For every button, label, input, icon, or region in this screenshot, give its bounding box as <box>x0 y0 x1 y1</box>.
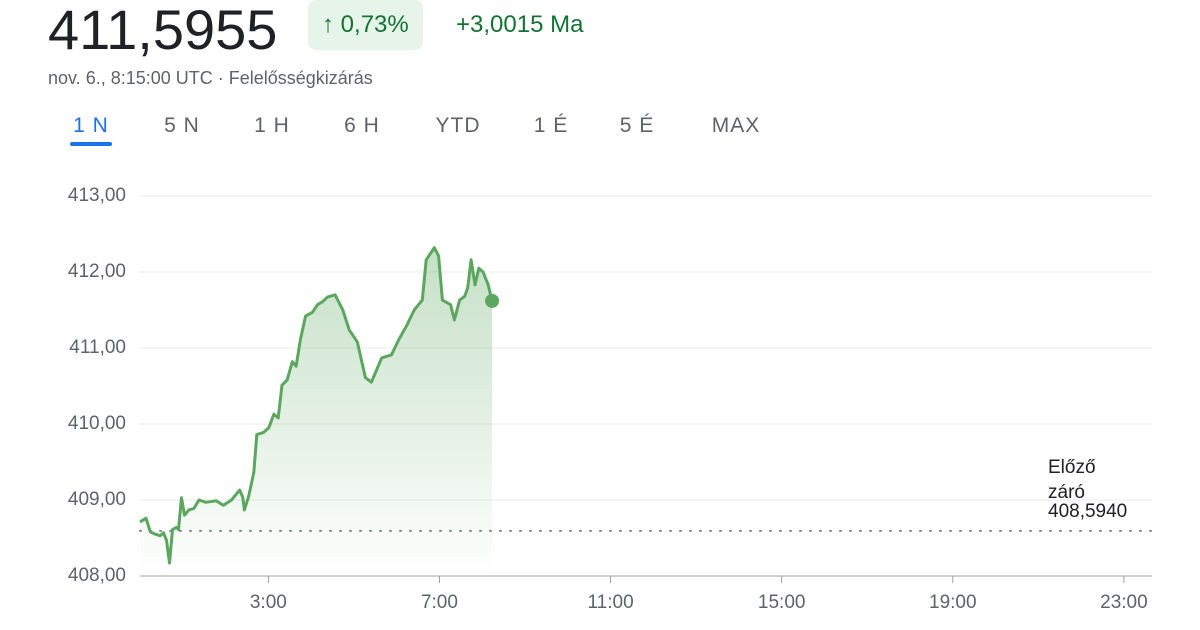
price-area <box>140 247 493 576</box>
price: 411,5955 <box>48 0 278 61</box>
change-pct: 0,73% <box>340 11 409 38</box>
change-pct-chip: ↑ 0,73% <box>308 0 423 50</box>
active-tab-underline <box>70 142 112 146</box>
y-tick-label: 411,00 <box>69 337 126 358</box>
range-tab[interactable]: 1 H <box>254 114 290 137</box>
x-tick-label: 7:00 <box>421 592 458 613</box>
y-tick-label: 409,00 <box>68 489 126 510</box>
previous-close-value: 408,5940 <box>1048 501 1127 522</box>
range-tab[interactable]: 5 É <box>619 114 655 137</box>
change-abs: +3,0015 Ma <box>456 11 584 38</box>
x-tick-label: 3:00 <box>250 592 287 613</box>
range-tab[interactable]: 6 H <box>344 114 380 137</box>
x-tick-label: 15:00 <box>758 592 806 613</box>
x-tick-label: 23:00 <box>1100 592 1148 613</box>
range-tab[interactable]: 1 N <box>73 114 109 137</box>
x-tick-label: 19:00 <box>929 592 977 613</box>
y-tick-label: 412,00 <box>68 261 126 282</box>
previous-close-label: záró <box>1048 482 1085 503</box>
previous-close-label: Előző <box>1048 457 1096 478</box>
y-tick-label: 408,00 <box>68 565 126 586</box>
last-price-dot <box>485 293 500 308</box>
range-tab[interactable]: 5 N <box>164 114 200 137</box>
range-tab[interactable]: MAX <box>711 114 761 137</box>
y-tick-label: 413,00 <box>68 185 126 206</box>
range-tab[interactable]: 1 É <box>533 114 569 137</box>
price-line <box>139 246 494 565</box>
x-tick-label: 11:00 <box>588 592 634 613</box>
y-tick-label: 410,00 <box>68 413 126 434</box>
timestamp: nov. 6., 8:15:00 UTC · Felelősségkizárás <box>48 68 373 88</box>
range-tab[interactable]: YTD <box>435 114 481 137</box>
